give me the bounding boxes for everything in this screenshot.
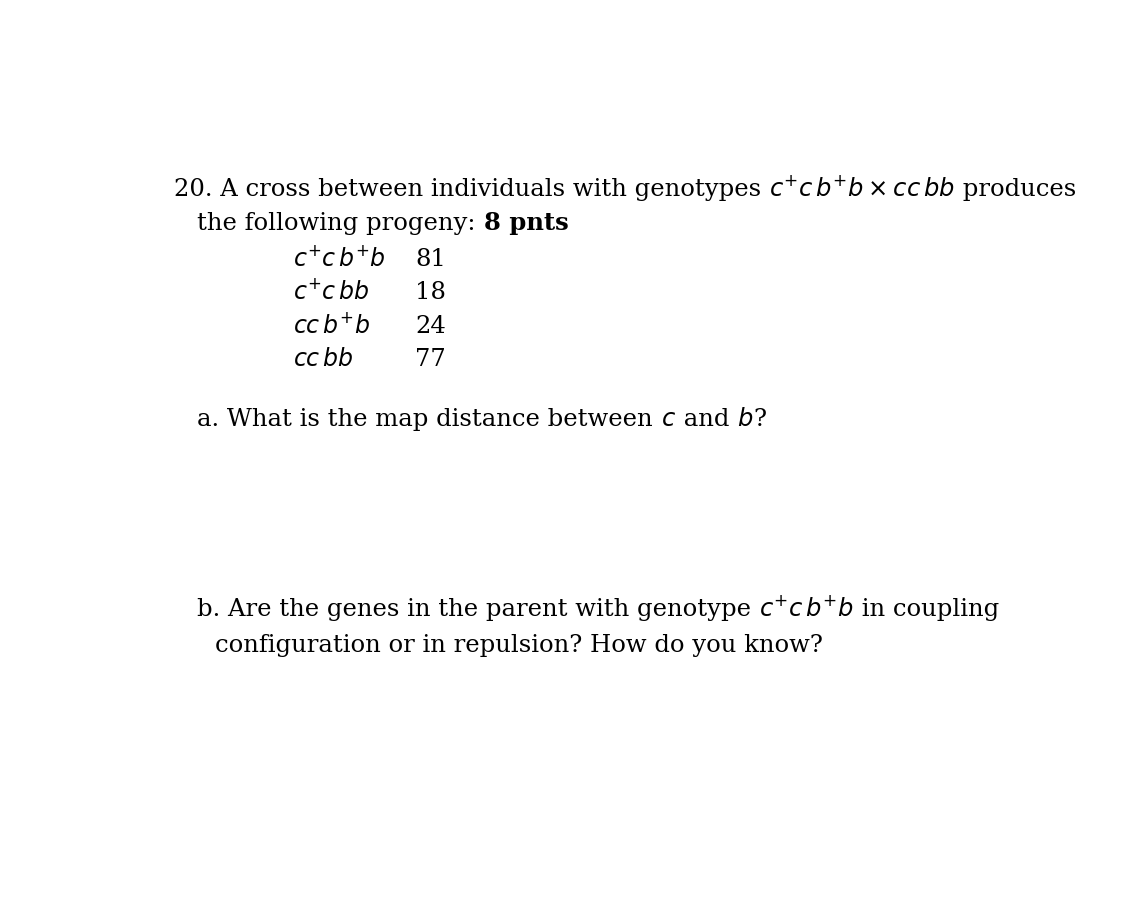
Text: 20. A cross between individuals with genotypes: 20. A cross between individuals with gen… bbox=[173, 178, 768, 202]
Text: $\mathit{c}^{+}\mathit{c}\,\mathit{bb}$: $\mathit{c}^{+}\mathit{c}\,\mathit{bb}$ bbox=[294, 279, 370, 304]
Text: $\mathit{cc}\,\mathit{bb}$: $\mathit{cc}\,\mathit{bb}$ bbox=[294, 347, 354, 371]
Text: $\mathit{cc}\,\mathit{b}^{+}\mathit{b}$: $\mathit{cc}\,\mathit{b}^{+}\mathit{b}$ bbox=[294, 312, 370, 338]
Text: configuration or in repulsion? How do you know?: configuration or in repulsion? How do yo… bbox=[215, 634, 822, 657]
Text: 24: 24 bbox=[415, 315, 447, 338]
Text: in coupling: in coupling bbox=[854, 597, 999, 621]
Text: and: and bbox=[676, 408, 737, 430]
Text: $\mathit{c}$: $\mathit{c}$ bbox=[660, 407, 676, 430]
Text: $\mathit{c}^{+}\mathit{c}\,\mathit{b}^{+}\mathit{b}$: $\mathit{c}^{+}\mathit{c}\,\mathit{b}^{+… bbox=[759, 596, 854, 621]
Text: produces: produces bbox=[955, 178, 1077, 202]
Text: $\mathit{c}^{+}\mathit{c}\,\mathit{b}^{+}\mathit{b} \times \mathit{cc}\,\mathit{: $\mathit{c}^{+}\mathit{c}\,\mathit{b}^{+… bbox=[768, 176, 955, 202]
Text: a. What is the map distance between: a. What is the map distance between bbox=[197, 408, 660, 430]
Text: 8 pnts: 8 pnts bbox=[484, 211, 568, 235]
Text: $\mathit{b}$: $\mathit{b}$ bbox=[737, 407, 753, 430]
Text: ?: ? bbox=[753, 408, 766, 430]
Text: $\mathit{c}^{+}\mathit{c}\,\mathit{b}^{+}\mathit{b}$: $\mathit{c}^{+}\mathit{c}\,\mathit{b}^{+… bbox=[294, 245, 386, 271]
Text: b. Are the genes in the parent with genotype: b. Are the genes in the parent with geno… bbox=[197, 597, 759, 621]
Text: the following progeny:: the following progeny: bbox=[197, 212, 484, 235]
Text: 81: 81 bbox=[415, 248, 447, 271]
Text: 18: 18 bbox=[415, 281, 447, 304]
Text: 77: 77 bbox=[415, 349, 446, 371]
